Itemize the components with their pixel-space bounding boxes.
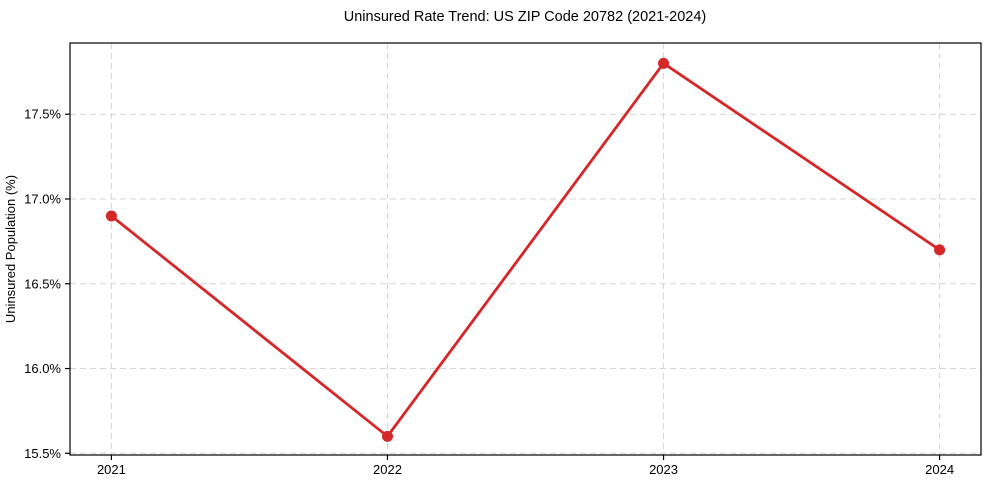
plot-border [69,42,982,456]
data-point-marker [934,244,946,256]
data-point-marker [105,210,117,222]
tick-layer: 2021 2022 2023 2024 15.5% 16.0% 16.5% 17.0% 17.5… [24,107,954,477]
x-tick-label: 2023 [649,462,678,477]
data-point-marker [658,57,670,69]
y-tick-label: 16.0% [24,361,61,376]
x-tick-label: 2024 [925,462,954,477]
y-tick-label: 16.5% [24,276,61,291]
x-tick-label: 2021 [97,462,126,477]
trend-line [110,61,941,438]
trend-line-series [105,57,946,442]
x-tick-label: 2022 [373,462,402,477]
y-axis-label: Uninsured Population (%) [3,175,18,323]
y-tick-label: 17.5% [24,107,61,122]
data-point-marker [381,430,393,442]
y-tick-label: 15.5% [24,446,61,461]
y-tick-label: 17.0% [24,191,61,206]
chart-title: Uninsured Rate Trend: US ZIP Code 20782 … [344,9,706,25]
